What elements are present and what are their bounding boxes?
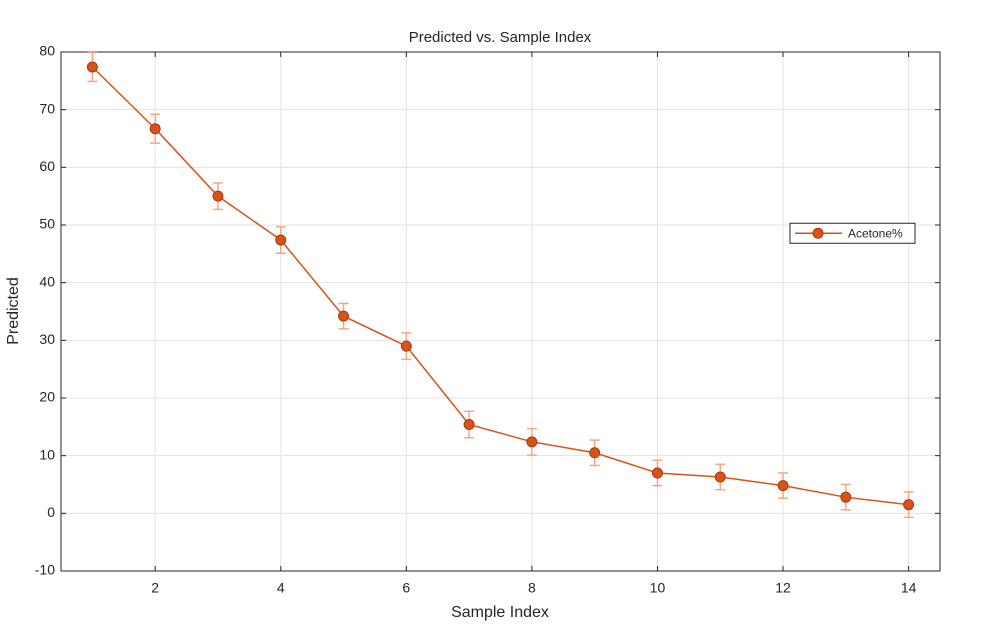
point (651, 467, 663, 479)
point (463, 419, 475, 431)
x-tick-label: 2 (151, 580, 159, 596)
x-tick-label: 4 (277, 580, 285, 596)
point (714, 471, 726, 483)
chart-title: Predicted vs. Sample Index (409, 29, 592, 46)
series-line (91, 66, 909, 506)
y-tick-label: 0 (47, 504, 55, 520)
y-tick-label: 20 (39, 389, 55, 405)
y-axis-label: Predicted (5, 277, 22, 345)
x-tick-label: 10 (650, 580, 666, 596)
point (840, 491, 852, 503)
x-tick-label: 6 (402, 580, 410, 596)
y-tick-label: 40 (39, 273, 55, 289)
point (212, 190, 224, 202)
point (149, 123, 161, 135)
y-tick-label: 50 (39, 216, 55, 232)
axes-box (60, 51, 941, 572)
point (589, 447, 601, 459)
point (777, 480, 789, 492)
y-tick-label: 60 (39, 158, 55, 174)
x-tick-label: 14 (901, 580, 917, 596)
point (526, 436, 538, 448)
point (338, 310, 350, 322)
y-tick-label: 70 (39, 100, 55, 116)
y-tick-label: 80 (39, 43, 55, 59)
point (86, 61, 98, 73)
legend-marker (812, 227, 824, 239)
y-tick-label: 30 (39, 331, 55, 347)
y-tick-label: -10 (35, 562, 55, 578)
point (400, 340, 412, 352)
point (903, 499, 915, 511)
legend-box (789, 222, 916, 244)
point (275, 234, 287, 246)
x-axis-label: Sample Index (451, 604, 549, 621)
x-tick-label: 8 (528, 580, 536, 596)
x-tick-label: 12 (775, 580, 791, 596)
legend-label: Acetone% (848, 226, 903, 240)
y-tick-label: 10 (39, 446, 55, 462)
